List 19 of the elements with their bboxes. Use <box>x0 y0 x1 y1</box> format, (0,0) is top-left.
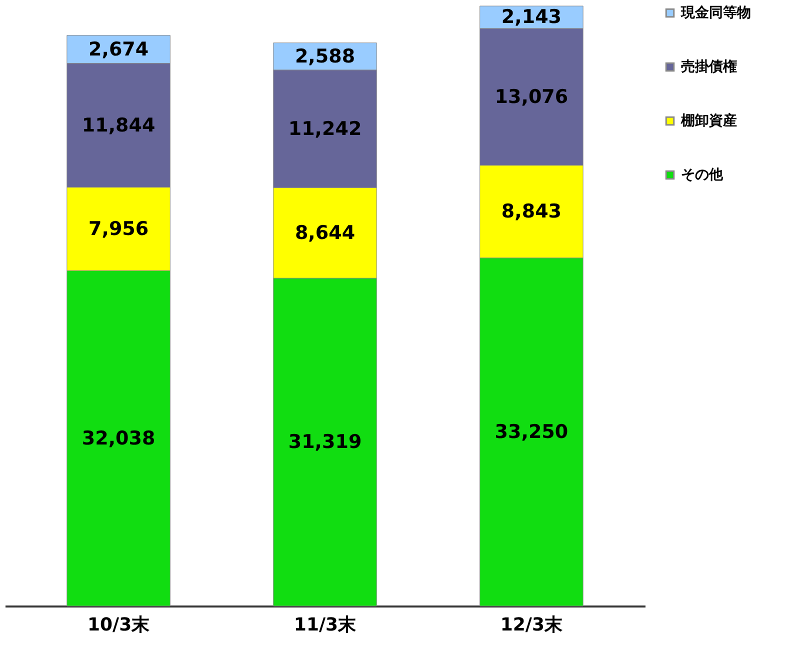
data-label: 8,644 <box>294 222 356 244</box>
data-label: 11,844 <box>82 114 156 136</box>
data-label: 32,038 <box>82 427 156 450</box>
x-tick-label: 11/3末 <box>294 614 358 636</box>
data-label: 13,076 <box>494 86 568 108</box>
data-label: 11,242 <box>288 118 362 140</box>
data-label: 2,588 <box>294 45 356 68</box>
data-label: 8,843 <box>501 200 562 223</box>
data-label: 33,250 <box>494 420 568 443</box>
legend-label: 売掛債権 <box>681 59 737 75</box>
data-label: 31,319 <box>288 431 362 454</box>
data-label: 7,956 <box>88 218 149 240</box>
legend-label: 棚卸資産 <box>680 112 737 129</box>
x-tick-label: 10/3末 <box>87 614 151 636</box>
x-tick-label: 12/3末 <box>500 614 564 636</box>
data-label: 2,143 <box>501 6 562 28</box>
legend-label: 現金同等物 <box>680 5 751 21</box>
data-label: 2,674 <box>88 38 149 60</box>
legend-label: その他 <box>681 167 724 183</box>
